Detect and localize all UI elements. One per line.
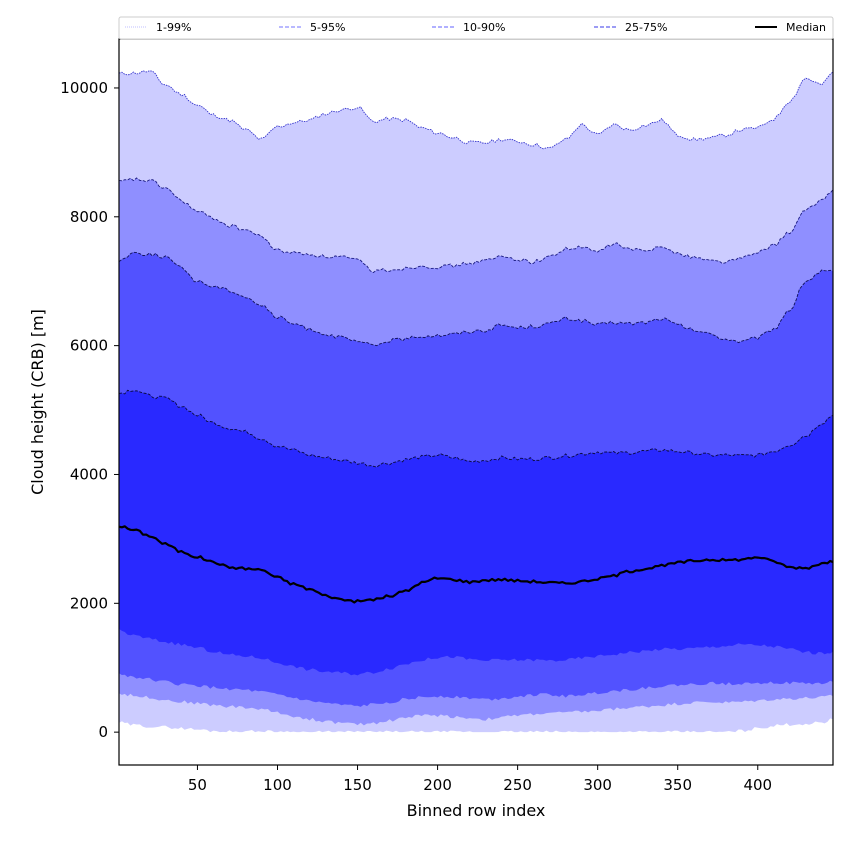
y-tick-label: 8000 xyxy=(70,208,108,226)
x-tick-label: 400 xyxy=(743,776,772,794)
x-tick-label: 200 xyxy=(423,776,452,794)
band-upper-edge-1-99% xyxy=(119,70,833,150)
median-line xyxy=(119,525,833,604)
median-group xyxy=(119,525,833,604)
y-axis: 0 2000 4000 6000 8000 10000 xyxy=(60,79,119,741)
x-tick-label: 250 xyxy=(503,776,532,794)
x-tick-label: 50 xyxy=(188,776,207,794)
band-upper-edge-10-90% xyxy=(119,251,833,347)
y-axis-label: Cloud height (CRB) [m] xyxy=(28,309,47,495)
band-upper-edge-25-75% xyxy=(119,389,833,468)
x-tick-label: 300 xyxy=(583,776,612,794)
legend-label: 25-75% xyxy=(625,21,667,34)
legend-label: 10-90% xyxy=(463,21,505,34)
legend-label: Median xyxy=(786,21,826,34)
bands-group xyxy=(119,70,833,733)
x-tick-label: 100 xyxy=(263,776,292,794)
y-tick-label: 4000 xyxy=(70,465,108,483)
legend-frame xyxy=(118,16,834,40)
y-tick-label: 10000 xyxy=(60,79,108,97)
x-tick-label: 150 xyxy=(343,776,372,794)
y-tick-label: 0 xyxy=(98,723,108,741)
band-25-75% xyxy=(119,390,833,676)
x-axis: 50 100 150 200 250 300 350 400 xyxy=(188,765,772,794)
x-tick-label: 350 xyxy=(663,776,692,794)
plot-area xyxy=(118,38,834,766)
x-axis-label: Binned row index xyxy=(407,801,546,820)
legend-label: 5-95% xyxy=(310,21,345,34)
legend: 1-99% 5-95% 10-90% 25-75% Median xyxy=(118,16,834,40)
legend-label: 1-99% xyxy=(156,21,191,34)
y-tick-label: 6000 xyxy=(70,337,108,355)
y-tick-label: 2000 xyxy=(70,594,108,612)
